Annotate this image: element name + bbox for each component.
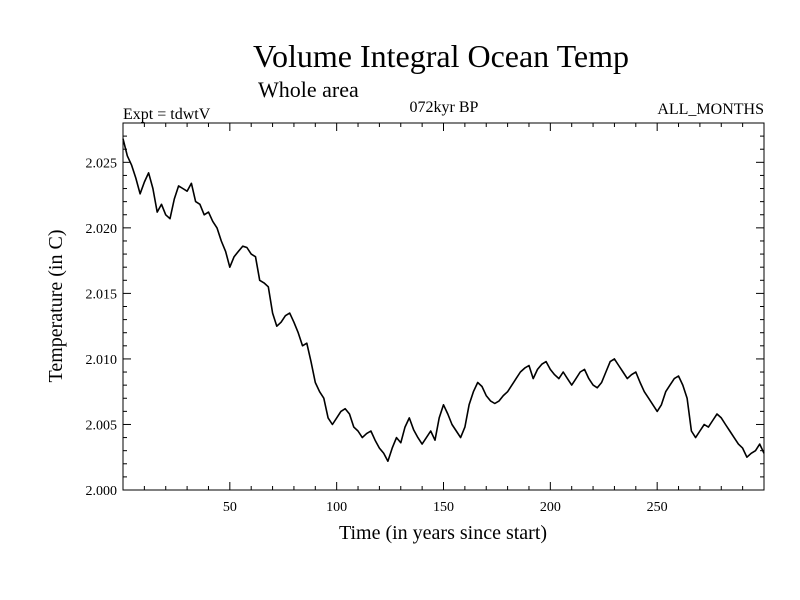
y-tick-label: 2.000 [86, 484, 118, 499]
x-tick-label: 200 [540, 500, 561, 515]
y-tick-label: 2.010 [86, 353, 118, 368]
y-tick-label: 2.005 [86, 418, 118, 433]
y-tick-label: 2.025 [86, 156, 118, 171]
chart-title: Volume Integral Ocean Temp [253, 38, 629, 74]
x-tick-label: 50 [223, 500, 237, 515]
x-tick-label: 150 [433, 500, 454, 515]
period-label: 072kyr BP [410, 99, 479, 116]
y-tick-label: 2.015 [86, 287, 118, 302]
axes: 50 100 150 200 250 2.000 2.005 2.010 2.015 2.020 2… [86, 122, 765, 515]
x-tick-label: 100 [326, 500, 347, 515]
x-axis-title: Time (in years since start) [339, 522, 547, 544]
x-tick-label: 250 [647, 500, 668, 515]
series-line-temperature [122, 138, 765, 463]
plot-frame [122, 122, 765, 491]
experiment-label: Expt = tdwtV [123, 106, 211, 123]
chart-subtitle: Whole area [258, 77, 359, 102]
y-axis-title: Temperature (in C) [45, 230, 67, 383]
plot-area [122, 138, 765, 463]
y-tick-label: 2.020 [86, 222, 118, 237]
months-label: ALL_MONTHS [657, 101, 764, 118]
